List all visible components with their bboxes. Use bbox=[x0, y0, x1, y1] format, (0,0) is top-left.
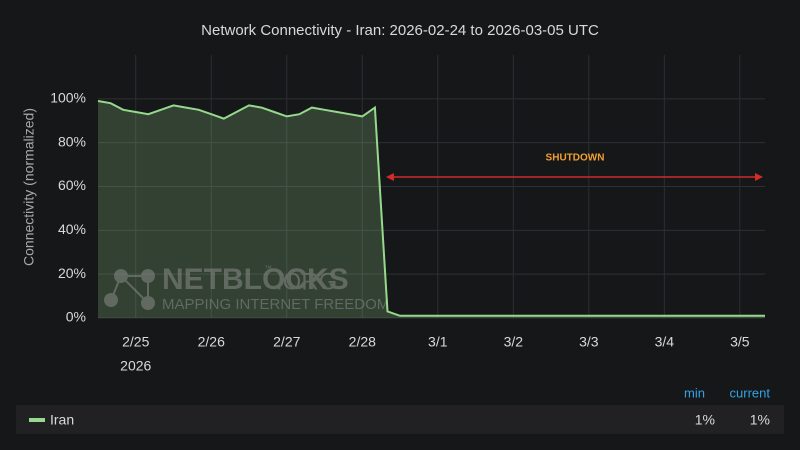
x-tick-label: 2/26 bbox=[198, 334, 225, 350]
y-axis-label: Connectivity (normalized) bbox=[21, 108, 37, 266]
x-tick-label: 2/25 bbox=[122, 334, 149, 350]
legend-stat-value: 1% bbox=[695, 412, 715, 428]
watermark-tm: ™ bbox=[264, 264, 272, 273]
y-tick-label: 80% bbox=[58, 133, 86, 149]
legend-row bbox=[16, 405, 784, 434]
y-tick-label: 0% bbox=[66, 309, 86, 325]
legend-stat-header: min bbox=[684, 385, 705, 400]
x-tick-label: 3/2 bbox=[504, 334, 524, 350]
watermark-tld: .ORG bbox=[276, 268, 337, 295]
watermark-tagline: MAPPING INTERNET FREEDOM bbox=[162, 296, 389, 313]
legend-stat-value: 1% bbox=[750, 412, 770, 428]
watermark: NETBLOCKS ™ .ORG MAPPING INTERNET FREEDO… bbox=[104, 263, 389, 313]
y-tick-label: 40% bbox=[58, 221, 86, 237]
legend-swatch bbox=[29, 418, 45, 422]
area bbox=[98, 101, 765, 318]
x-tick-label: 3/4 bbox=[655, 334, 675, 350]
watermark-brand: NETBLOCKS bbox=[162, 263, 349, 296]
shutdown-annotation: SHUTDOWN bbox=[386, 153, 763, 181]
x-tick-label: 3/3 bbox=[579, 334, 599, 350]
y-tick-label: 100% bbox=[50, 90, 86, 106]
y-tick-label: 60% bbox=[58, 177, 86, 193]
x-tick-sublabel: 2026 bbox=[120, 358, 151, 374]
x-tick-label: 3/1 bbox=[428, 334, 448, 350]
y-tick-label: 20% bbox=[58, 265, 86, 281]
line bbox=[97, 100, 765, 317]
legend-stat-header: current bbox=[730, 385, 771, 400]
x-tick-label: 3/5 bbox=[730, 334, 750, 350]
x-tick-label: 2/27 bbox=[273, 334, 300, 350]
chart-title: Network Connectivity - Iran: 2026-02-24 … bbox=[201, 22, 599, 39]
x-tick-label: 2/28 bbox=[349, 334, 376, 350]
annotation-text: SHUTDOWN bbox=[546, 153, 605, 164]
legend-label: Iran bbox=[50, 412, 74, 428]
